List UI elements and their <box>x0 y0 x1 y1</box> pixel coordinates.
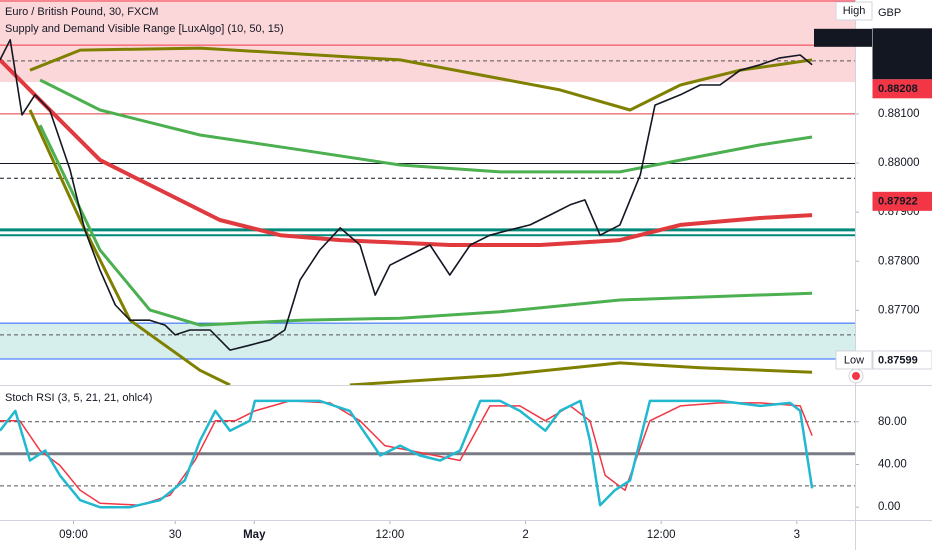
y-tick-label: 0.88000 <box>878 157 920 169</box>
x-tick-label: 2 <box>522 529 528 541</box>
low-tag <box>835 350 873 370</box>
series-line <box>29 46 813 112</box>
price-label-box <box>872 79 932 99</box>
low-label: Low <box>844 354 864 366</box>
zone <box>0 0 855 83</box>
series-line <box>0 400 813 506</box>
price-label: 0.88208 <box>878 83 918 95</box>
axes: 0.881000.880000.879000.878000.8770080.00… <box>59 108 920 541</box>
high-label: High <box>843 5 866 17</box>
y-tick-label: 0.00 <box>878 501 900 513</box>
price-label-box <box>872 350 932 370</box>
x-tick-label: 30 <box>169 529 182 541</box>
zone <box>0 323 855 359</box>
y-tick-label: 80.00 <box>878 416 907 428</box>
price-label-extra: 27:57 <box>878 63 906 75</box>
y-tick-label: 0.88100 <box>878 108 920 120</box>
x-tick-label: 09:00 <box>59 529 88 541</box>
x-tick-label: 12:00 <box>376 529 405 541</box>
series-line <box>39 78 813 174</box>
price-label-box <box>872 191 932 211</box>
price-label: 0.87922 <box>878 196 918 208</box>
chart-title: Stoch RSI (3, 5, 21, 21, ohlc4) <box>5 392 152 404</box>
series-line <box>0 58 813 247</box>
price-pane <box>0 0 855 385</box>
y-tick-label: 0.87800 <box>878 255 920 267</box>
x-tick-label: 12:00 <box>647 529 676 541</box>
series-line <box>0 39 813 351</box>
logo-dot <box>852 372 860 380</box>
series-line <box>0 399 814 509</box>
high-tag <box>835 1 873 21</box>
oscillator-pane <box>0 399 855 509</box>
x-tick-label: May <box>243 529 266 541</box>
price-label: 0.87599 <box>878 354 918 366</box>
currency-label: GBP <box>878 7 901 19</box>
x-tick-label: 3 <box>794 529 800 541</box>
series-line <box>38 124 813 327</box>
price-label-box <box>872 28 932 80</box>
symbol-tag <box>814 28 872 47</box>
price-label: 0.88255 <box>878 32 918 44</box>
price-label-extra: −0.02% <box>878 48 916 60</box>
indicator-title: Supply and Demand Visible Range [LuxAlgo… <box>5 23 284 35</box>
symbol-label: EURGBP <box>819 32 866 44</box>
y-tick-label: 0.87700 <box>878 304 920 316</box>
chart-title: Euro / British Pound, 30, FXCM <box>5 6 158 18</box>
y-tick-label: 40.00 <box>878 459 907 471</box>
